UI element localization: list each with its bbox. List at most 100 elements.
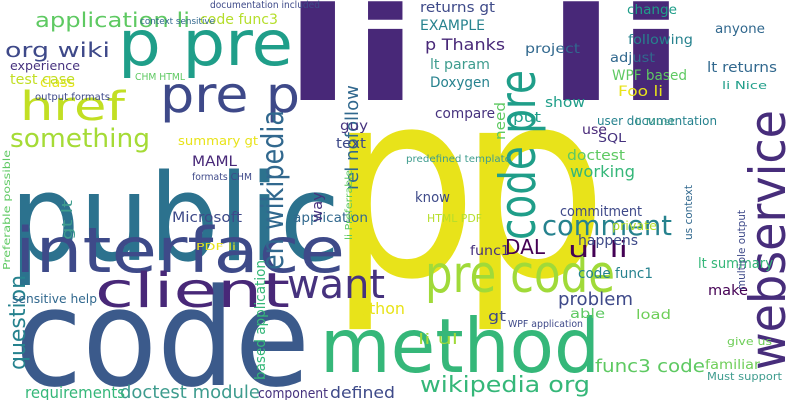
word: p	[458, 35, 608, 337]
word: Doxygen	[430, 75, 490, 91]
word: li Preferrable	[344, 170, 355, 240]
word: Python	[350, 299, 405, 318]
word: something	[10, 124, 150, 154]
word: code	[15, 260, 310, 400]
word: org wiki	[5, 38, 110, 62]
word: public	[10, 150, 340, 289]
word: func1	[470, 244, 510, 259]
word: project	[525, 42, 580, 57]
word: put	[513, 110, 542, 126]
word: p	[328, 35, 478, 337]
word: Foo li	[618, 84, 663, 100]
word: interface	[15, 214, 345, 287]
word: p Thanks	[425, 35, 505, 54]
word: li ul	[418, 332, 458, 348]
word: know	[415, 190, 450, 206]
word: EXAMPLE	[420, 18, 485, 34]
word: way	[310, 192, 326, 222]
word: context sensitive	[140, 17, 215, 27]
word: code func3	[200, 12, 278, 28]
word: application	[293, 211, 368, 226]
word: question	[6, 275, 31, 370]
word: lt returns	[707, 60, 777, 76]
word: li	[284, 0, 419, 131]
word: p pre	[118, 7, 293, 80]
word: summary gt	[178, 134, 258, 148]
word: test case	[10, 72, 75, 88]
word: pre code	[425, 245, 615, 305]
word: application li	[35, 8, 190, 32]
word: li	[546, 0, 686, 131]
word: text	[336, 136, 367, 152]
word: class	[40, 75, 75, 91]
word: PDF li	[196, 242, 236, 253]
word: predefined template	[406, 154, 511, 165]
word: guy	[340, 119, 368, 134]
word: adjust	[610, 51, 655, 66]
word: load	[636, 308, 671, 323]
word: en wikipedia	[256, 110, 291, 270]
word: li Nice	[722, 79, 767, 92]
word: doctest	[567, 148, 626, 164]
word: use	[582, 123, 607, 138]
word: CHM HTML	[135, 72, 185, 83]
word: us context	[682, 184, 695, 240]
word: working	[570, 162, 635, 181]
word: code func1	[578, 266, 653, 282]
word: want	[287, 262, 385, 308]
word: compare	[435, 106, 495, 122]
word: make	[708, 283, 748, 299]
word: SQL	[598, 131, 626, 145]
word: documentation included	[210, 0, 320, 11]
word: rel nofollow	[342, 85, 363, 190]
word: anyone	[715, 22, 765, 37]
word: happens	[578, 233, 638, 249]
word: user documentation	[597, 114, 717, 128]
word: following	[628, 33, 693, 48]
word: doctest module	[120, 382, 260, 400]
word: defined	[330, 383, 395, 400]
word: familiar	[705, 358, 761, 373]
word: wikipedia org	[420, 373, 590, 398]
word: returns gt	[420, 0, 496, 16]
word: show	[545, 95, 585, 111]
word: method	[320, 302, 600, 390]
word: Must support	[707, 370, 783, 383]
word: WPF application	[508, 319, 583, 330]
word: pre p	[160, 66, 300, 124]
word: webservice	[739, 110, 797, 370]
word: lt summary	[698, 256, 773, 272]
word: href	[20, 84, 126, 130]
word: gt	[488, 309, 507, 325]
word: private	[612, 219, 657, 233]
word: commitment	[560, 204, 642, 220]
word: DAL	[505, 235, 546, 259]
word: give us	[727, 335, 772, 348]
word: WPF based	[612, 68, 687, 84]
word: Microsoft	[172, 210, 243, 226]
word: change	[627, 3, 677, 18]
word: li Must	[635, 117, 675, 128]
word: experience	[10, 59, 80, 73]
word: comment	[542, 209, 672, 242]
word: sensitive help	[12, 292, 97, 306]
word: formats CHM	[192, 172, 252, 183]
word: output formats	[35, 92, 110, 103]
word: able	[570, 307, 605, 322]
word: client	[95, 263, 290, 319]
word: problem	[558, 289, 633, 310]
word: Preferable possible	[2, 150, 13, 270]
word: gt lt	[60, 199, 76, 240]
word: requirements	[25, 383, 125, 400]
word: func3 code	[595, 356, 705, 377]
word: multiple output	[735, 209, 748, 290]
word: lt param	[430, 57, 490, 73]
word: ul li	[568, 238, 628, 263]
word: MAML	[192, 154, 237, 170]
word: based application	[253, 260, 269, 380]
word: need	[493, 102, 509, 140]
word: code pre	[489, 70, 547, 240]
